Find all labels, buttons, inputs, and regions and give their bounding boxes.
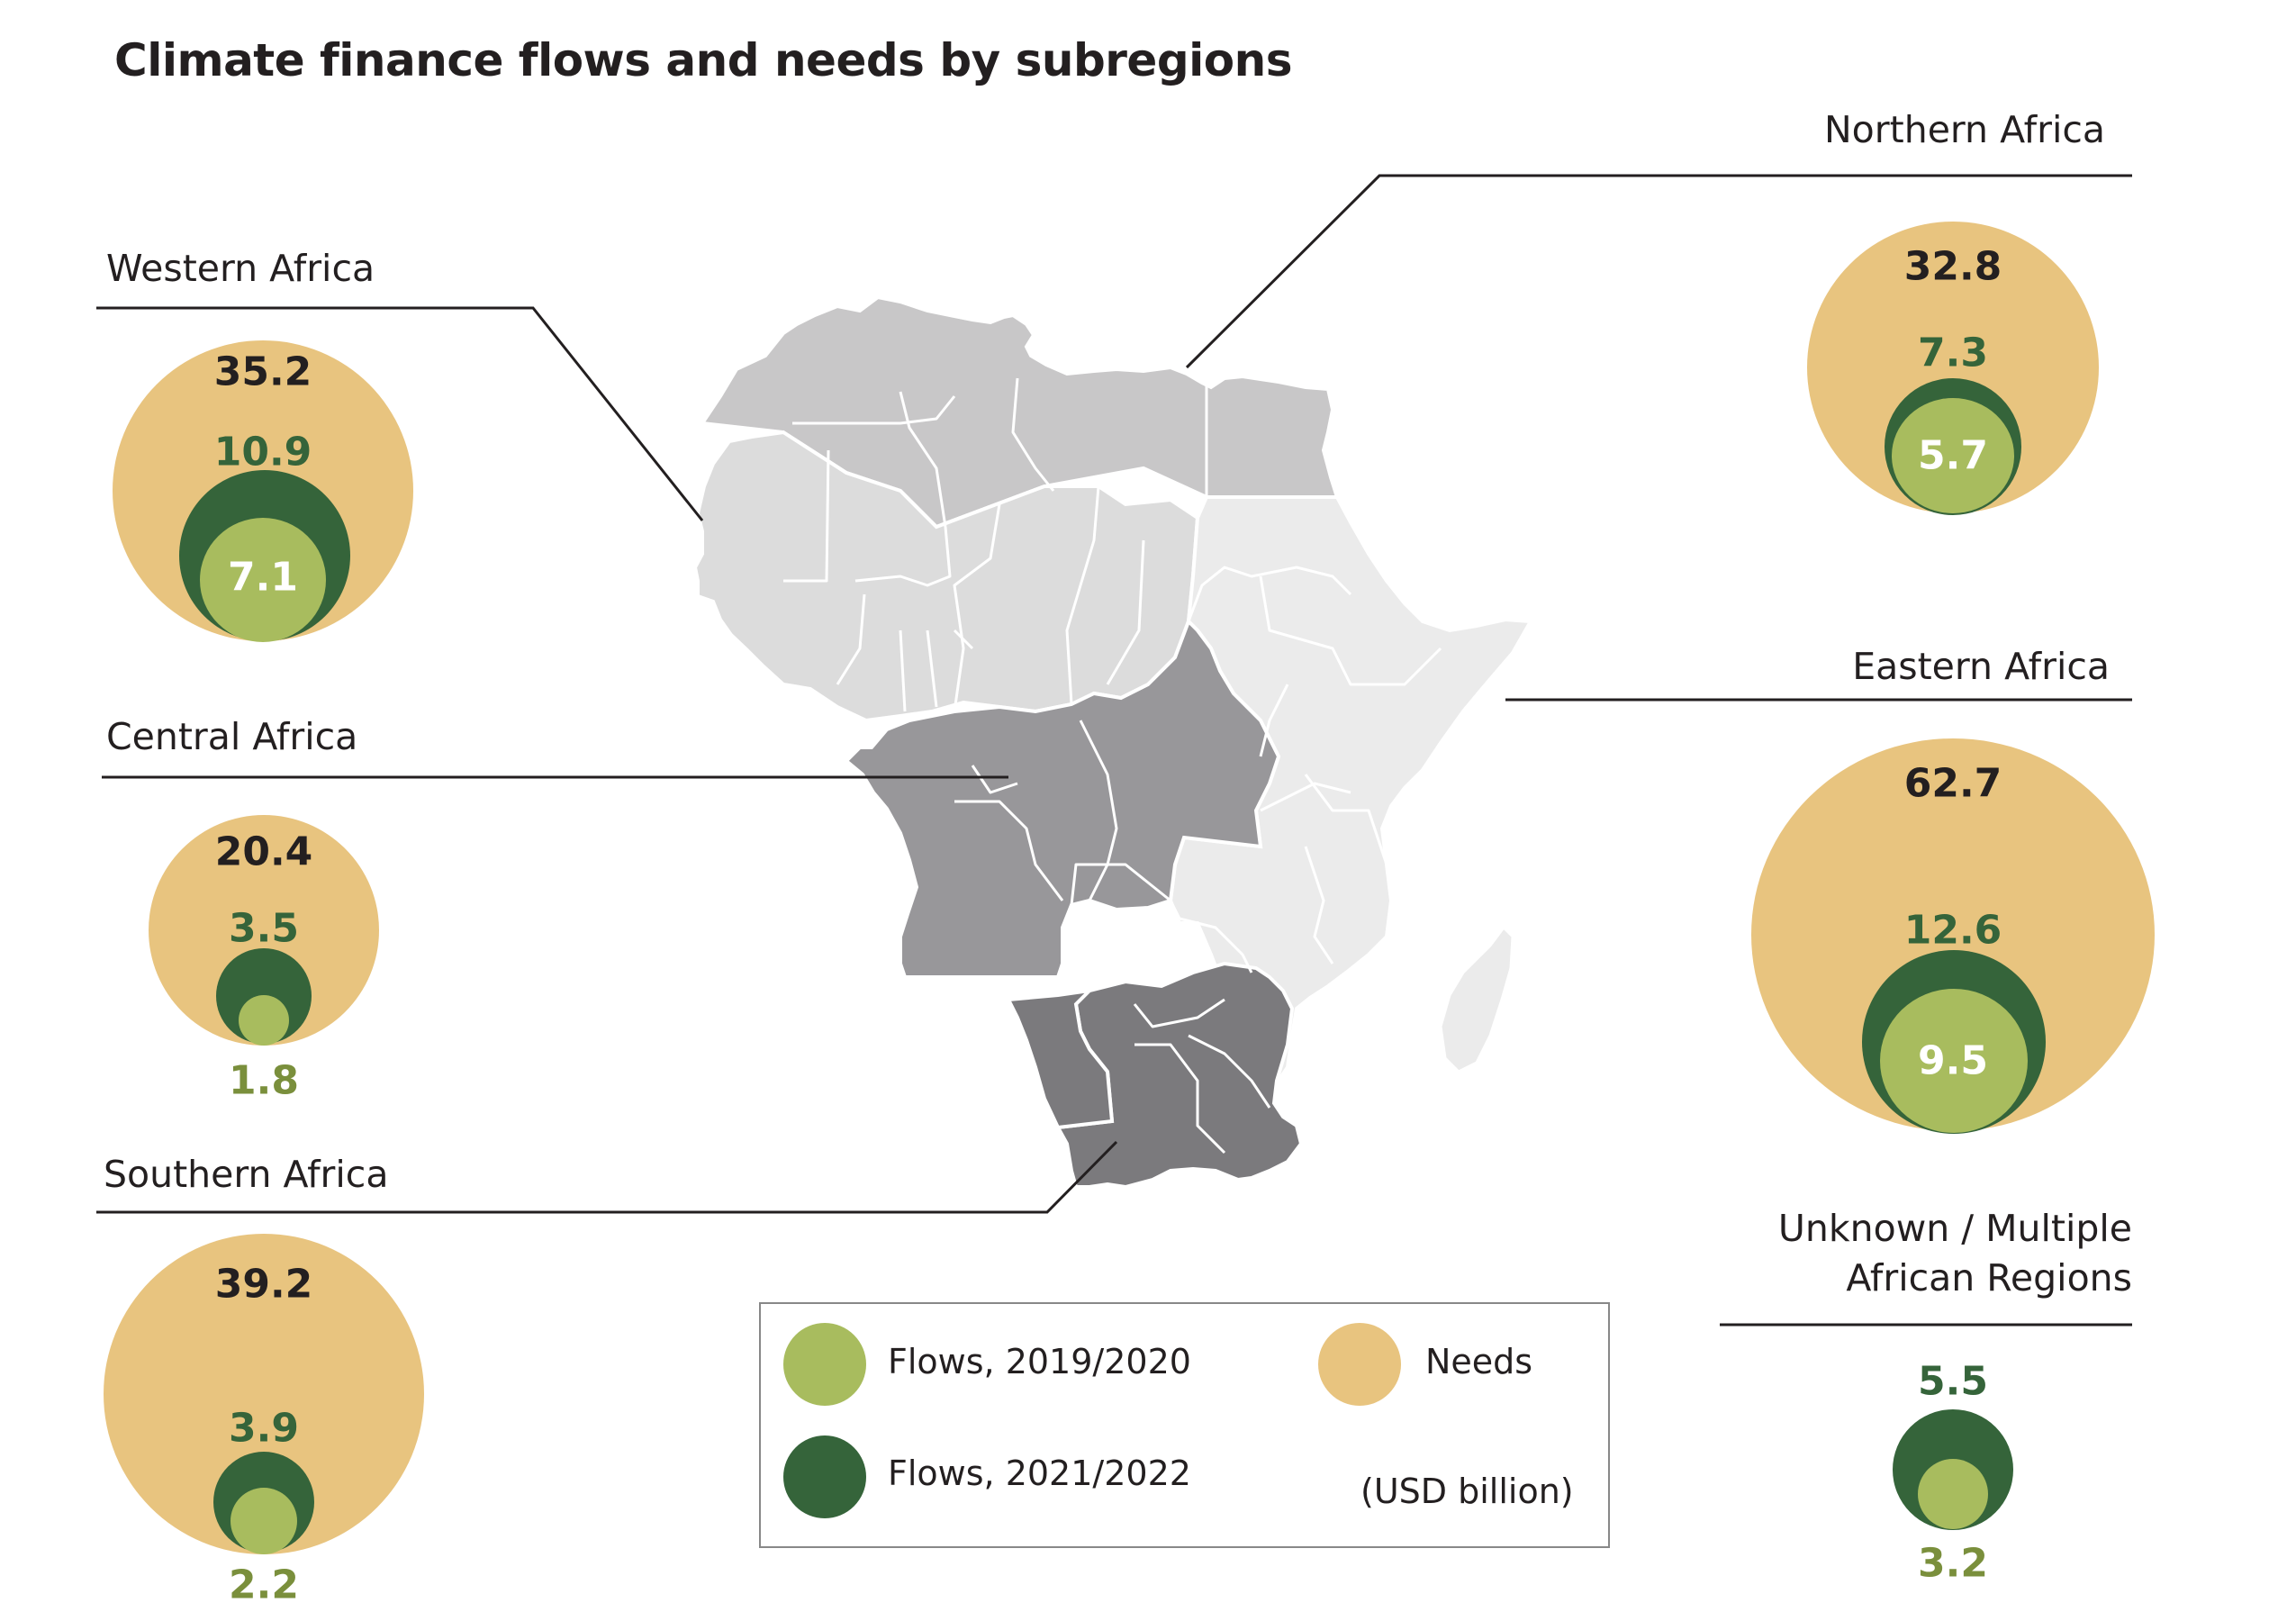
label-northern-africa: Northern Africa	[1824, 108, 2105, 151]
legend-unit: (USD billion)	[1360, 1472, 1574, 1511]
flows-2019-2020-value: 7.1	[228, 554, 298, 601]
needs-value: 35.2	[213, 349, 312, 395]
legend-label-flows-2021-2022: Flows, 2021/2022	[888, 1453, 1191, 1493]
flows-2019-2020-value: 9.5	[1918, 1037, 1988, 1084]
legend-swatch-needs	[1318, 1323, 1401, 1406]
needs-value: 39.2	[214, 1261, 313, 1308]
needs-value: 32.8	[1903, 243, 2002, 290]
flows-2021-2022-value: 7.3	[1918, 330, 1988, 376]
legend-swatch-flows-2019-2020	[783, 1323, 866, 1406]
flows-2019-2020-value: 5.7	[1918, 432, 1988, 479]
label-southern-africa: Southern Africa	[104, 1153, 389, 1196]
leader-northern-africa	[1185, 174, 2132, 369]
legend-swatch-flows-2021-2022	[783, 1435, 866, 1518]
flows-2019-2020-bubble	[1892, 398, 2014, 513]
flows-2019-2020-value: 3.2	[1918, 1540, 1988, 1587]
flows-2021-2022-value: 5.5	[1918, 1358, 1988, 1405]
legend-label-flows-2019-2020: Flows, 2019/2020	[888, 1342, 1191, 1381]
flows-2021-2022-value: 12.6	[1903, 907, 2002, 954]
label-unknown-line2: African Regions	[1846, 1256, 2132, 1300]
flows-2019-2020-bubble	[1918, 1459, 1988, 1529]
label-central-africa: Central Africa	[106, 715, 358, 758]
flows-2021-2022-value: 10.9	[213, 429, 312, 475]
needs-value: 62.7	[1903, 760, 2002, 807]
region-central-africa	[844, 618, 1281, 979]
flows-2021-2022-value: 3.9	[229, 1405, 299, 1452]
flows-2019-2020-value: 1.8	[229, 1057, 299, 1104]
flows-2019-2020-bubble	[231, 1488, 297, 1554]
flows-2019-2020-bubble	[239, 995, 289, 1046]
flows-2019-2020-bubble	[200, 518, 326, 642]
label-eastern-africa: Eastern Africa	[1852, 645, 2110, 688]
leader-southern-africa	[96, 1140, 1118, 1214]
legend-label-needs: Needs	[1425, 1342, 1533, 1381]
leader-western-africa	[96, 306, 704, 521]
leader-lines	[96, 174, 2132, 1327]
label-western-africa: Western Africa	[106, 247, 375, 290]
flows-2019-2020-bubble	[1880, 989, 2028, 1133]
flows-2021-2022-value: 3.5	[229, 905, 299, 952]
region-madagascar	[1439, 925, 1514, 1073]
needs-value: 20.4	[214, 829, 313, 875]
flows-2019-2020-value: 2.2	[229, 1562, 299, 1608]
region-namibia	[1005, 988, 1115, 1130]
legend: Flows, 2019/2020 Flows, 2021/2022 Needs …	[759, 1302, 1610, 1548]
chart-title: Climate finance flows and needs by subre…	[114, 34, 1292, 86]
label-unknown-line1: Unknown / Multiple	[1777, 1207, 2132, 1250]
country-borders	[783, 377, 1442, 1155]
